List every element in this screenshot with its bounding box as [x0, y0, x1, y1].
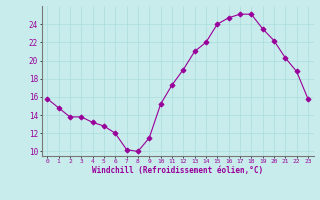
X-axis label: Windchill (Refroidissement éolien,°C): Windchill (Refroidissement éolien,°C)	[92, 166, 263, 175]
